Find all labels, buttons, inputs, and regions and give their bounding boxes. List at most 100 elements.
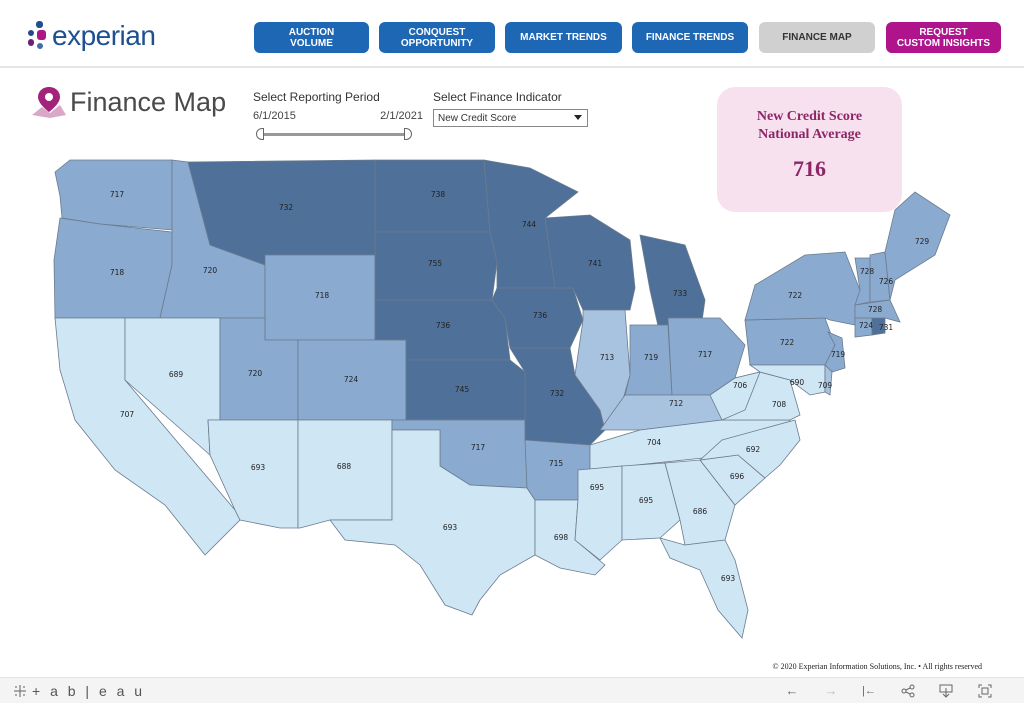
header: experian AUCTION VOLUME CONQUEST OPPORTUNI… (0, 0, 1024, 68)
state-wi[interactable] (544, 214, 636, 311)
state-value-label: 713 (600, 353, 615, 362)
logo-wordmark: experian (52, 20, 156, 51)
state-value-label: 728 (868, 305, 883, 314)
state-value-label: 724 (344, 375, 359, 384)
tableau-wordmark: + a b | e a u (32, 683, 146, 699)
state-wa[interactable] (54, 159, 173, 231)
state-value-label: 732 (279, 203, 294, 212)
share-icon[interactable] (899, 682, 917, 700)
state-value-label: 698 (554, 533, 569, 542)
state-value-label: 688 (337, 462, 352, 471)
state-value-label: 717 (698, 350, 713, 359)
state-value-label: 695 (639, 496, 654, 505)
state-value-label: 718 (110, 268, 125, 277)
state-vt[interactable] (854, 257, 871, 306)
state-value-label: 728 (860, 267, 875, 276)
period-end-date: 2/1/2021 (380, 110, 423, 122)
state-value-label: 708 (772, 400, 787, 409)
redo-icon[interactable]: → (824, 683, 838, 698)
finance-indicator-value: New Credit Score (438, 112, 517, 124)
revert-icon[interactable]: |← (862, 685, 876, 697)
state-value-label: 693 (721, 574, 736, 583)
state-value-label: 722 (788, 291, 803, 300)
state-ny[interactable] (744, 251, 861, 326)
download-icon[interactable] (937, 682, 955, 700)
tableau-logo[interactable]: + a b | e a u (12, 683, 145, 699)
state-value-label: 704 (647, 438, 662, 447)
page-title: Finance Map (70, 86, 227, 117)
nav-auction-volume-button[interactable]: AUCTION VOLUME (254, 22, 369, 53)
state-value-label: 689 (169, 370, 184, 379)
state-value-label: 726 (879, 277, 894, 286)
state-value-label: 719 (644, 353, 659, 362)
undo-icon[interactable]: ← (785, 683, 799, 698)
state-de[interactable] (824, 364, 833, 396)
national-average-card: New Credit Score National Average 716 (717, 87, 902, 212)
nav-request-custom-insights-button[interactable]: REQUEST CUSTOM INSIGHTS (886, 22, 1001, 53)
state-value-label: 717 (110, 190, 125, 199)
finance-indicator-label: Select Finance Indicator (433, 90, 562, 104)
nav-finance-map-button[interactable]: FINANCE MAP (759, 22, 875, 53)
state-value-label: 712 (669, 399, 684, 408)
state-value-label: 741 (588, 259, 603, 268)
state-value-label: 720 (203, 266, 218, 275)
state-value-label: 733 (673, 289, 688, 298)
period-range-slider[interactable] (256, 128, 412, 140)
page-title-block: Finance Map (30, 84, 226, 120)
state-value-label: 744 (522, 220, 537, 229)
slider-end-handle[interactable] (404, 128, 412, 140)
copyright-notice: © 2020 Experian Information Solutions, I… (772, 662, 982, 671)
map-canvas[interactable]: 717 718 707 720 689 732 718 720 693 724 688 738 755 7… (0, 140, 1024, 660)
state-value-label: 692 (746, 445, 761, 454)
kpi-value: 716 (793, 156, 826, 181)
kpi-title-line2: National Average (758, 127, 861, 142)
state-value-label: 729 (915, 237, 930, 246)
state-value-label: 732 (550, 389, 565, 398)
us-choropleth-map[interactable]: 717 718 707 720 689 732 718 720 693 724 688 738 755 7… (0, 140, 1024, 660)
state-nm[interactable] (297, 419, 393, 529)
state-value-label: 693 (251, 463, 266, 472)
state-nc[interactable] (698, 419, 801, 479)
location-pin-icon (30, 85, 68, 119)
state-value-label: 722 (780, 338, 795, 347)
state-ms[interactable] (574, 465, 623, 561)
state-value-label: 736 (436, 321, 451, 330)
fullscreen-icon[interactable] (976, 682, 994, 700)
state-value-label: 745 (455, 385, 470, 394)
reporting-period-label: Select Reporting Period (253, 90, 380, 104)
chevron-down-icon (574, 115, 582, 120)
state-wv[interactable] (709, 371, 761, 421)
state-al[interactable] (621, 462, 681, 541)
experian-logo[interactable]: experian (28, 18, 156, 54)
tableau-cross-icon (14, 685, 26, 697)
state-value-label: 707 (120, 410, 135, 419)
nav-market-trends-button[interactable]: MARKET TRENDS (505, 22, 622, 53)
state-value-label: 686 (693, 507, 708, 516)
state-value-label: 690 (790, 378, 805, 387)
state-value-label: 724 (859, 321, 874, 330)
top-nav: AUCTION VOLUME CONQUEST OPPORTUNITY MARKET… (0, 22, 1024, 54)
state-value-label: 693 (443, 523, 458, 532)
state-value-label: 718 (315, 291, 330, 300)
nav-conquest-opportunity-button[interactable]: CONQUEST OPPORTUNITY (379, 22, 495, 53)
state-value-label: 695 (590, 483, 605, 492)
state-value-label: 736 (533, 311, 548, 320)
slider-track (260, 133, 408, 136)
state-value-label: 706 (733, 381, 748, 390)
state-value-label: 755 (428, 259, 443, 268)
state-value-label: 719 (831, 350, 846, 359)
logo-dots-icon (28, 21, 50, 51)
state-value-label: 738 (431, 190, 446, 199)
finance-indicator-select[interactable]: New Credit Score (433, 109, 588, 127)
nav-finance-trends-button[interactable]: FINANCE TRENDS (632, 22, 748, 53)
reporting-period-filter: Select Reporting Period 6/1/2015 2/1/202… (253, 90, 423, 140)
state-value-label: 717 (471, 443, 486, 452)
state-fl[interactable] (659, 537, 749, 639)
state-sd[interactable] (374, 231, 498, 301)
period-start-date: 6/1/2015 (253, 110, 296, 122)
state-me[interactable] (884, 191, 951, 301)
state-value-label: 720 (248, 369, 263, 378)
state-value-label: 715 (549, 459, 564, 468)
slider-start-handle[interactable] (256, 128, 264, 140)
state-value-label: 731 (879, 323, 894, 332)
